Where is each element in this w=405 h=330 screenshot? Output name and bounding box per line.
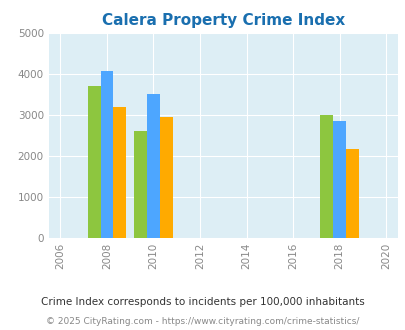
Bar <box>100 71 113 238</box>
Bar <box>134 131 147 238</box>
Bar <box>160 117 172 238</box>
Bar <box>87 86 100 238</box>
Text: © 2025 CityRating.com - https://www.cityrating.com/crime-statistics/: © 2025 CityRating.com - https://www.city… <box>46 317 359 326</box>
Bar <box>333 121 345 238</box>
Title: Calera Property Crime Index: Calera Property Crime Index <box>101 13 344 28</box>
Bar <box>320 115 333 238</box>
Bar <box>345 148 358 238</box>
Bar <box>147 94 160 238</box>
Bar <box>113 107 126 238</box>
Text: Crime Index corresponds to incidents per 100,000 inhabitants: Crime Index corresponds to incidents per… <box>41 297 364 307</box>
